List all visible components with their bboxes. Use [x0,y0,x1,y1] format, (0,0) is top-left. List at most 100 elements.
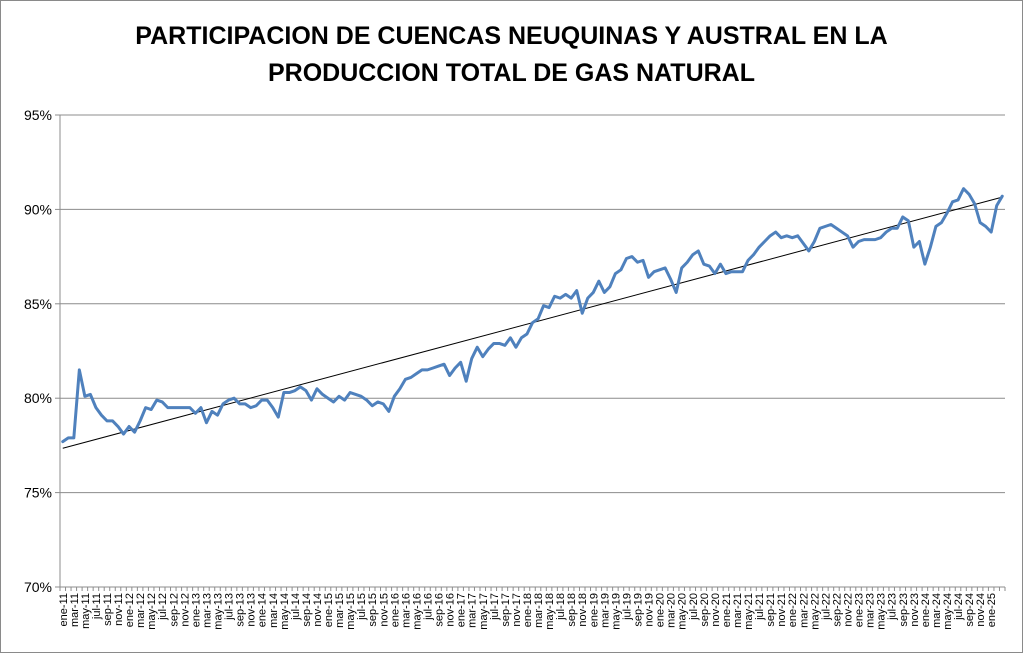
data-point [774,231,777,234]
data-point [465,380,468,383]
data-point [509,336,512,339]
data-point [199,406,202,409]
data-point [210,410,213,413]
x-tick-label: may-13 [213,593,225,630]
data-point [647,276,650,279]
x-tick-label: ene-19 [588,593,600,627]
data-point [658,268,661,271]
x-tick-label: mar-19 [599,593,611,628]
data-point [907,219,910,222]
data-point [564,293,567,296]
x-tick-label: jul-20 [688,593,700,621]
data-point [608,285,611,288]
data-point [785,234,788,237]
data-point [304,389,307,392]
data-point [194,412,197,415]
x-tick-label: mar-18 [533,593,545,628]
x-tick-label: ene-24 [920,593,932,627]
data-point [443,363,446,366]
data-point [222,402,225,405]
data-point [531,321,534,324]
data-point [653,270,656,273]
data-point [83,395,86,398]
data-point [747,259,750,262]
data-point [61,440,64,443]
x-tick-label: sep-18 [566,593,578,627]
data-point [315,387,318,390]
x-tick-label: mar-20 [666,593,678,628]
data-point [537,317,540,320]
x-tick-label: ene-21 [721,593,733,627]
data-point [940,221,943,224]
data-point [216,414,219,417]
data-point [625,257,628,260]
data-point [365,399,368,402]
x-tick-label: jul-17 [489,593,501,621]
data-point [133,431,136,434]
data-point [89,393,92,396]
data-point [724,272,727,275]
x-tick-label: nov-15 [378,593,390,627]
data-point [796,234,799,237]
data-point [824,225,827,228]
data-point [144,406,147,409]
x-tick-label: jul-14 [290,593,302,621]
data-point [310,399,313,402]
x-tick-label: jul-23 [887,593,899,621]
data-point [885,231,888,234]
chart-title-line-1: PARTICIPACION DE CUENCAS NEUQUINAS Y AUS… [135,22,888,50]
data-point [266,399,269,402]
data-point [879,236,882,239]
data-point [321,393,324,396]
data-point [233,397,236,400]
data-point [420,368,423,371]
data-point [780,236,783,239]
data-point [437,365,440,368]
x-tick-label: nov-22 [843,593,855,627]
data-point [614,272,617,275]
data-point [896,227,899,230]
data-point [249,406,252,409]
x-tick-label: may-19 [610,593,622,630]
x-tick-label: sep-14 [301,593,313,627]
x-tick-label: ene-15 [323,593,335,627]
data-point [984,225,987,228]
x-tick-label: ene-23 [854,593,866,627]
data-point [514,346,517,349]
x-tick-label: sep-15 [367,593,379,627]
data-point [791,236,794,239]
data-point [741,270,744,273]
data-point [923,263,926,266]
data-point [818,227,821,230]
data-point [492,342,495,345]
data-point [813,240,816,243]
data-point [487,348,490,351]
data-point [188,406,191,409]
data-point [990,231,993,234]
data-point [481,355,484,358]
data-point [680,266,683,269]
x-tick-label: may-18 [544,593,556,630]
chart-title-line-2: PRODUCCION TOTAL DE GAS NATURAL [267,59,756,87]
x-tick-label: sep-21 [765,593,777,627]
data-point [354,393,357,396]
x-tick-label: may-24 [942,593,954,630]
data-point [183,406,186,409]
data-point [951,200,954,203]
data-point [735,270,738,273]
x-tick-label: may-22 [809,593,821,630]
x-tick-label: mar-12 [135,593,147,628]
data-point [470,357,473,360]
data-point [459,361,462,364]
x-tick-label: ene-17 [456,593,468,627]
data-point [553,295,556,298]
data-point [597,280,600,283]
data-point [630,255,633,258]
data-point [719,263,722,266]
data-point [691,253,694,256]
x-tick-label: mar-14 [268,593,280,628]
data-point [642,259,645,262]
y-tick-label: 80% [24,390,52,406]
x-tick-label: sep-11 [102,593,114,626]
